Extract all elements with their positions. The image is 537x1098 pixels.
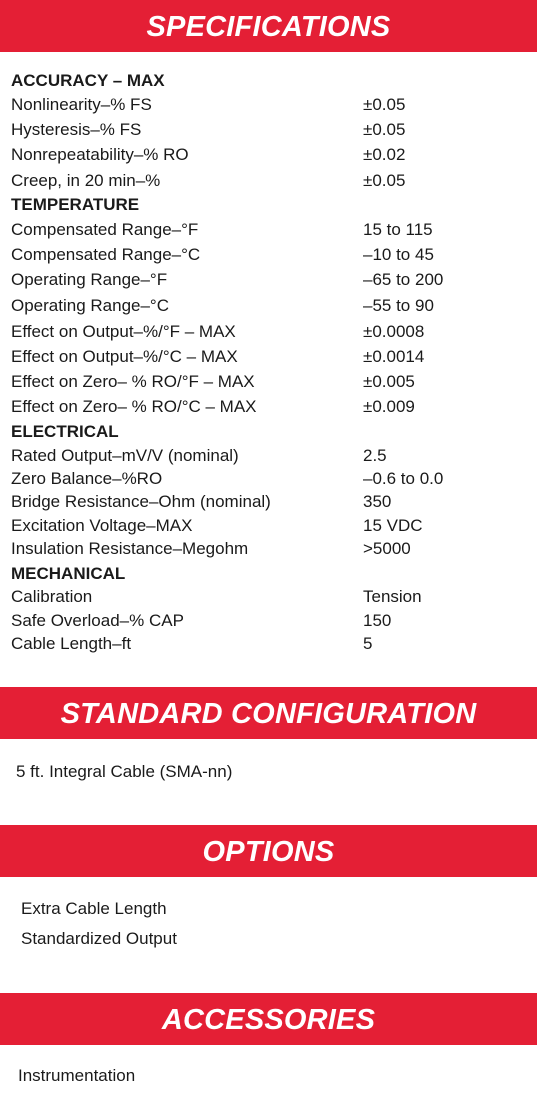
spec-value: 15 to 115 (363, 220, 433, 239)
specifications-header: SPECIFICATIONS (0, 0, 537, 52)
option-item: Extra Cable Length (21, 899, 167, 918)
spec-label: Compensated Range–°F (11, 220, 199, 239)
category-electrical: ELECTRICAL (11, 422, 119, 441)
spec-label: Effect on Zero– % RO/°F – MAX (11, 372, 255, 391)
spec-value: Tension (363, 587, 422, 606)
spec-label: Rated Output–mV/V (nominal) (11, 446, 239, 465)
accessories-header: ACCESSORIES (0, 993, 537, 1045)
spec-value: 5 (363, 634, 373, 653)
config-item: 5 ft. Integral Cable (SMA-nn) (16, 762, 233, 781)
option-item: Standardized Output (21, 929, 177, 948)
spec-label: Excitation Voltage–MAX (11, 516, 193, 535)
spec-label: Hysteresis–% FS (11, 120, 142, 139)
spec-value: ±0.05 (363, 171, 406, 190)
spec-label: Compensated Range–°C (11, 245, 201, 264)
spec-value: ±0.05 (363, 95, 406, 114)
spec-label: Insulation Resistance–Megohm (11, 539, 249, 558)
spec-value: 150 (363, 611, 392, 630)
spec-value: ±0.009 (363, 397, 415, 416)
spec-label: Calibration (11, 587, 93, 606)
spec-label: Effect on Output–%/°F – MAX (11, 322, 236, 341)
accessory-item: Instrumentation (18, 1066, 136, 1085)
spec-label: Zero Balance–%RO (11, 469, 163, 488)
spec-value: 2.5 (363, 446, 387, 465)
spec-label: Nonrepeatability–% RO (11, 145, 189, 164)
spec-value: –0.6 to 0.0 (363, 469, 444, 488)
spec-value: ±0.05 (363, 120, 406, 139)
options-header: OPTIONS (0, 825, 537, 877)
spec-label: Effect on Zero– % RO/°C – MAX (11, 397, 257, 416)
spec-label: Cable Length–ft (11, 634, 132, 653)
spec-label: Safe Overload–% CAP (11, 611, 184, 630)
spec-label: Operating Range–°F (11, 270, 168, 289)
standard-configuration-header: STANDARD CONFIGURATION (0, 687, 537, 739)
spec-value: –65 to 200 (363, 270, 444, 289)
spec-value: 15 VDC (363, 516, 423, 535)
spec-label: Effect on Output–%/°C – MAX (11, 347, 238, 366)
spec-value: –10 to 45 (363, 245, 434, 264)
spec-value: –55 to 90 (363, 296, 434, 315)
spec-value: >5000 (363, 539, 411, 558)
spec-label: Bridge Resistance–Ohm (nominal) (11, 492, 271, 511)
spec-value: ±0.005 (363, 372, 415, 391)
spec-value: ±0.0014 (363, 347, 425, 366)
category-temperature: TEMPERATURE (11, 195, 140, 214)
spec-label: Operating Range–°C (11, 296, 170, 315)
spec-value: ±0.02 (363, 145, 406, 164)
spec-value: 350 (363, 492, 392, 511)
spec-label: Nonlinearity–% FS (11, 95, 152, 114)
spec-label: Creep, in 20 min–% (11, 171, 161, 190)
category-accuracy: ACCURACY – MAX (11, 71, 165, 90)
category-mechanical: MECHANICAL (11, 564, 126, 583)
spec-value: ±0.0008 (363, 322, 425, 341)
